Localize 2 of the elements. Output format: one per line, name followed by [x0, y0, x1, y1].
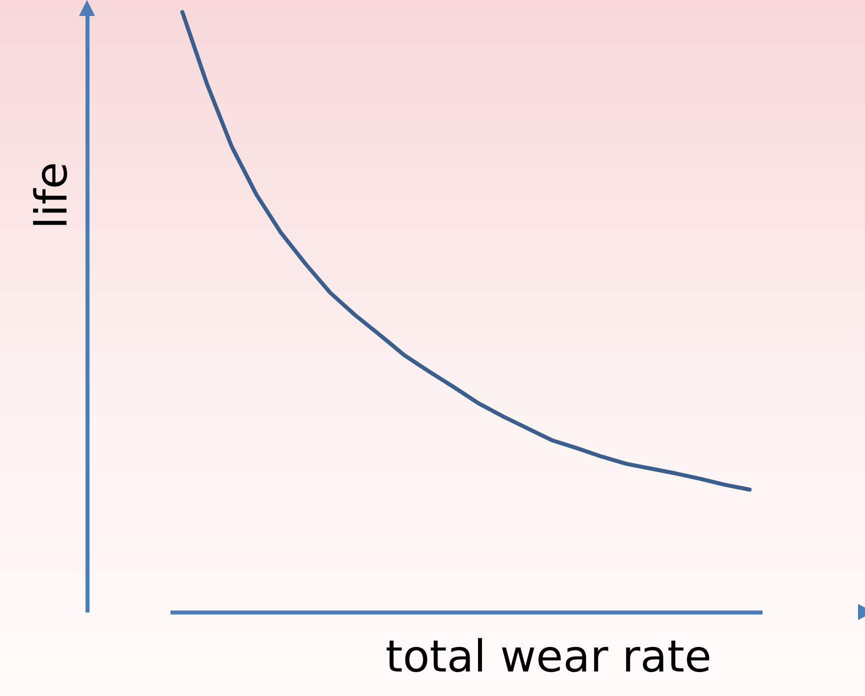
y-axis-title: life	[26, 162, 78, 230]
x-axis-title: total wear rate	[385, 632, 712, 682]
